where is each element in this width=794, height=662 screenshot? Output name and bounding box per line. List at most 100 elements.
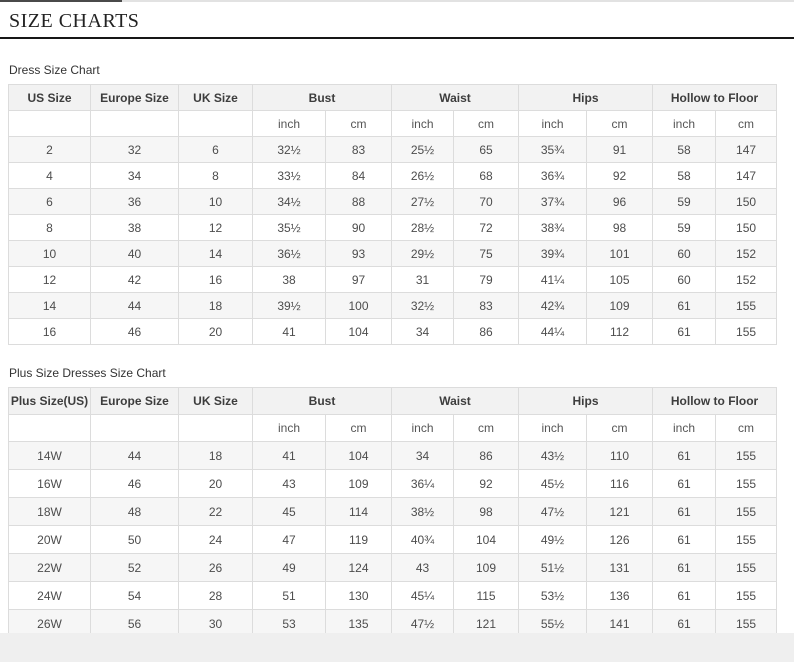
table-cell: 155 xyxy=(715,441,778,470)
unit-row: inch cm inch cm inch cm inch cm xyxy=(8,414,778,442)
table-cell: 35¾ xyxy=(518,136,588,163)
column-header-europe-size: Europe Size xyxy=(90,84,179,111)
table-cell: 18 xyxy=(178,441,253,470)
table-cell: 90 xyxy=(324,214,393,241)
table-cell: 155 xyxy=(715,581,778,610)
table-cell: 109 xyxy=(453,553,520,582)
plus-chart-label: Plus Size Dresses Size Chart xyxy=(9,366,166,380)
table-cell: 49 xyxy=(252,553,326,582)
empty-header-cell xyxy=(90,414,179,442)
table-cell: 155 xyxy=(715,469,778,498)
table-cell: 112 xyxy=(586,318,654,345)
table-cell: 130 xyxy=(324,581,393,610)
table-cell: 61 xyxy=(652,553,717,582)
table-cell: 59 xyxy=(652,214,717,241)
column-header-waist: Waist xyxy=(391,84,520,111)
table-cell: 40¾ xyxy=(391,525,455,554)
unit-header-inch: inch xyxy=(518,110,588,137)
table-cell: 155 xyxy=(715,497,778,526)
table-cell: 49½ xyxy=(518,525,588,554)
table-cell: 32 xyxy=(90,136,179,163)
table-cell: 58 xyxy=(652,136,717,163)
table-cell: 101 xyxy=(586,240,654,267)
table-cell: 110 xyxy=(586,441,654,470)
table-row: 4 34 8 33½ 84 26½ 68 36¾ 92 58 147 xyxy=(8,162,778,189)
table-cell: 105 xyxy=(586,266,654,293)
table-cell: 115 xyxy=(453,581,520,610)
title-rule xyxy=(0,37,794,39)
table-cell: 41 xyxy=(252,318,326,345)
table-cell: 37¾ xyxy=(518,188,588,215)
table-cell: 131 xyxy=(586,553,654,582)
unit-header-inch: inch xyxy=(252,110,326,137)
table-cell: 46 xyxy=(90,469,179,498)
table-cell: 22 xyxy=(178,497,253,526)
table-cell: 16 xyxy=(8,318,91,345)
table-cell: 38½ xyxy=(391,497,455,526)
table-cell: 12 xyxy=(8,266,91,293)
table-cell: 152 xyxy=(715,240,778,267)
column-header-bust: Bust xyxy=(251,84,393,111)
plus-table-header: Plus Size(US) Europe Size UK Size Bust W… xyxy=(8,387,778,442)
column-header-plus-size-us: Plus Size(US) xyxy=(8,387,91,415)
table-cell: 29½ xyxy=(391,240,455,267)
table-cell: 18 xyxy=(178,292,253,319)
plus-table-body: 14W 44 18 41 104 34 86 43½ 110 61 155 16W 46 20 43 109 3… xyxy=(8,441,778,638)
table-cell: 97 xyxy=(324,266,393,293)
table-cell: 43 xyxy=(391,553,455,582)
page-title: SIZE CHARTS xyxy=(9,10,140,32)
dress-chart-label: Dress Size Chart xyxy=(9,63,100,77)
table-cell: 25½ xyxy=(391,136,455,163)
column-header-hollow-to-floor: Hollow to Floor xyxy=(652,387,778,415)
table-cell: 61 xyxy=(652,525,717,554)
table-cell: 92 xyxy=(453,469,520,498)
table-cell: 20 xyxy=(178,318,253,345)
table-cell: 86 xyxy=(453,318,520,345)
unit-row: inch cm inch cm inch cm inch cm xyxy=(8,110,778,137)
page-bottom-strip xyxy=(0,633,794,662)
table-cell: 31 xyxy=(391,266,455,293)
table-cell: 75 xyxy=(453,240,520,267)
table-cell: 61 xyxy=(652,497,717,526)
unit-header-inch: inch xyxy=(518,414,588,442)
table-cell: 8 xyxy=(8,214,91,241)
table-cell: 44 xyxy=(90,292,179,319)
unit-header-cm: cm xyxy=(586,414,654,442)
table-cell: 124 xyxy=(324,553,393,582)
table-cell: 12 xyxy=(178,214,253,241)
table-cell: 41¼ xyxy=(518,266,588,293)
table-cell: 96 xyxy=(586,188,654,215)
table-row: 14 44 18 39½ 100 32½ 83 42¾ 109 61 155 xyxy=(8,292,778,319)
unit-header-inch: inch xyxy=(391,110,455,137)
table-row: 16 46 20 41 104 34 86 44¼ 112 61 155 xyxy=(8,318,778,345)
column-header-hips: Hips xyxy=(518,84,654,111)
table-cell: 4 xyxy=(8,162,91,189)
table-cell: 104 xyxy=(453,525,520,554)
table-row: 24W 54 28 51 130 45¼ 115 53½ 136 61 155 xyxy=(8,581,778,610)
table-cell: 45¼ xyxy=(391,581,455,610)
page-top-edge xyxy=(0,0,794,2)
table-cell: 36½ xyxy=(252,240,326,267)
table-cell: 40 xyxy=(90,240,179,267)
unit-header-inch: inch xyxy=(652,414,717,442)
table-cell: 47 xyxy=(252,525,326,554)
unit-header-inch: inch xyxy=(391,414,455,442)
table-cell: 28 xyxy=(178,581,253,610)
table-cell: 38 xyxy=(252,266,326,293)
table-cell: 26½ xyxy=(391,162,455,189)
unit-header-inch: inch xyxy=(252,414,326,442)
table-cell: 88 xyxy=(324,188,393,215)
table-cell: 61 xyxy=(652,318,717,345)
table-cell: 100 xyxy=(324,292,393,319)
table-cell: 44 xyxy=(90,441,179,470)
table-cell: 121 xyxy=(586,497,654,526)
table-cell: 109 xyxy=(586,292,654,319)
table-row: 2 32 6 32½ 83 25½ 65 35¾ 91 58 147 xyxy=(8,136,778,163)
table-cell: 16W xyxy=(8,469,91,498)
empty-header-cell xyxy=(90,110,179,137)
column-header-hips: Hips xyxy=(518,387,654,415)
table-cell: 34 xyxy=(90,162,179,189)
unit-header-cm: cm xyxy=(586,110,654,137)
empty-header-cell xyxy=(178,110,253,137)
empty-header-cell xyxy=(8,414,91,442)
